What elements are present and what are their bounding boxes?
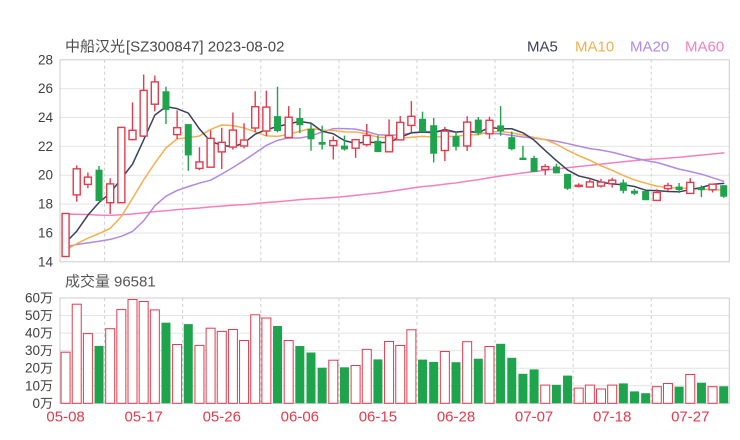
svg-text:14: 14 [38, 254, 54, 269]
svg-text:06-15: 06-15 [359, 409, 397, 426]
svg-text:18: 18 [38, 197, 53, 212]
svg-text:MA10: MA10 [575, 39, 614, 56]
svg-text:96581: 96581 [114, 274, 156, 291]
svg-text:06-28: 06-28 [437, 409, 475, 426]
svg-text:28: 28 [38, 52, 53, 67]
svg-text:MA20: MA20 [630, 39, 669, 56]
svg-text:20: 20 [25, 361, 40, 376]
svg-text:40: 40 [25, 326, 40, 341]
svg-text:07-07: 07-07 [515, 409, 553, 426]
svg-text:16: 16 [38, 225, 53, 240]
svg-text:06-06: 06-06 [281, 409, 319, 426]
svg-text:MA60: MA60 [685, 39, 724, 56]
svg-text:05-26: 05-26 [203, 409, 241, 426]
svg-text:20: 20 [38, 168, 53, 183]
svg-text:05-17: 05-17 [124, 409, 162, 426]
svg-text:05-08: 05-08 [46, 409, 84, 426]
svg-text:60: 60 [25, 291, 40, 306]
svg-text:30: 30 [25, 343, 40, 358]
svg-text:26: 26 [38, 81, 53, 96]
svg-text:50: 50 [25, 308, 40, 323]
svg-text:07-27: 07-27 [671, 409, 709, 426]
svg-text:07-18: 07-18 [593, 409, 631, 426]
svg-text:24: 24 [38, 110, 54, 125]
svg-text:22: 22 [38, 139, 53, 154]
svg-text:MA5: MA5 [527, 39, 558, 56]
svg-text:[SZ300847] 2023-08-02: [SZ300847] 2023-08-02 [126, 39, 284, 56]
svg-text:0: 0 [32, 396, 40, 411]
svg-text:10: 10 [25, 378, 40, 393]
